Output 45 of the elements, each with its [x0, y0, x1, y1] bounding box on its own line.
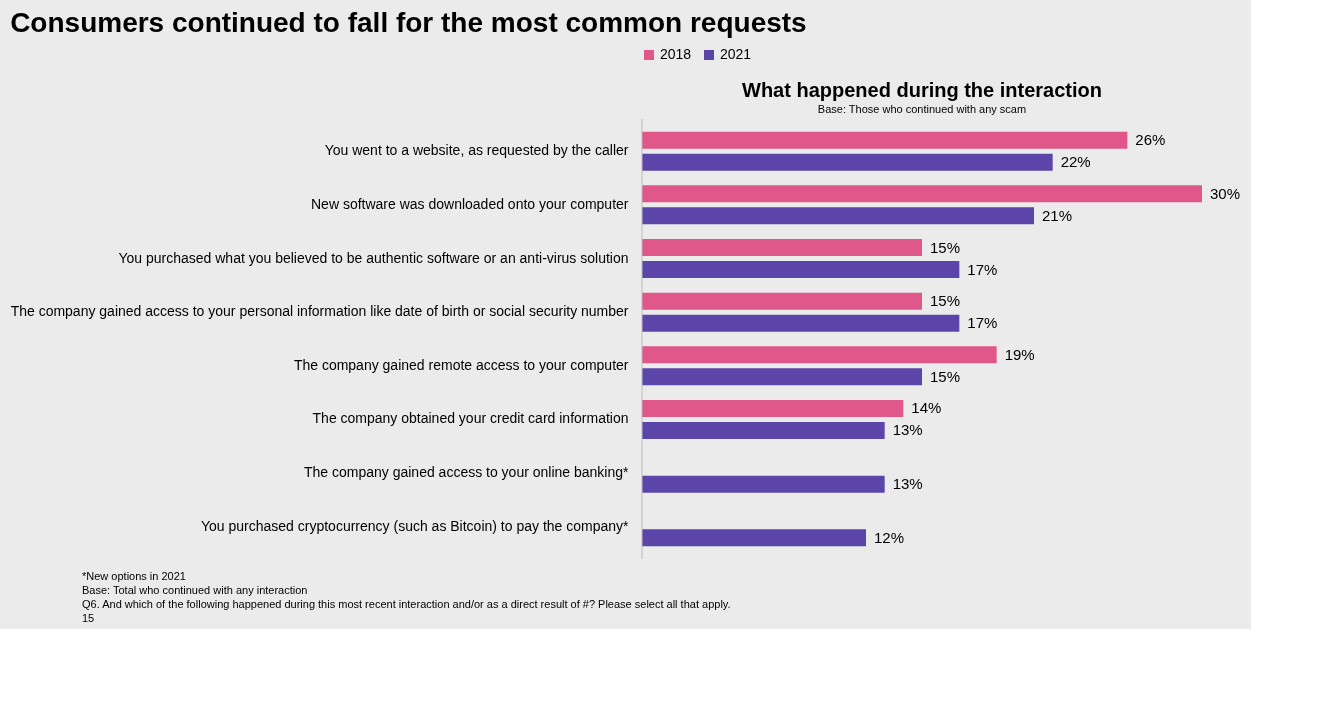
- data-label: 13%: [892, 475, 923, 493]
- data-label: 21%: [1042, 206, 1073, 224]
- text: Q6. And which of the following happened during this most recent interaction and/or as a direct result of #? Please select all that apply.: [82, 598, 731, 610]
- text: Consumers continued to fall for the most common requests: [10, 7, 807, 38]
- bar: [642, 153, 1053, 171]
- bar: [642, 346, 997, 364]
- data-label: 15%: [930, 292, 961, 310]
- bar: [642, 529, 866, 547]
- bar: [642, 207, 1034, 225]
- text: Base: Total who continued with any interaction: [82, 584, 308, 596]
- data-label: 22%: [1060, 153, 1091, 171]
- y-tick-label: You purchased what you believed to be authentic software or an anti-virus solution: [118, 249, 629, 266]
- data-label: 17%: [967, 314, 998, 332]
- text: 15: [82, 612, 95, 624]
- bar: [642, 368, 922, 386]
- bar: [642, 261, 960, 279]
- y-tick-label: New software was downloaded onto your computer: [310, 195, 629, 212]
- data-label: 15%: [930, 238, 961, 256]
- data-label: 26%: [1135, 131, 1166, 149]
- y-tick-label: You purchased cryptocurrency (such as Bitcoin) to pay the company*: [201, 517, 630, 534]
- chart-subtitle: What happened during the interaction: [742, 78, 1102, 101]
- data-label: 19%: [1004, 345, 1035, 363]
- text: *New options in 2021: [82, 570, 186, 582]
- data-label: 17%: [967, 260, 998, 278]
- data-label: 30%: [1210, 184, 1241, 202]
- text: Base: Those who continued with any scam: [817, 102, 1027, 115]
- data-label: 13%: [892, 421, 923, 439]
- bar: [642, 131, 1128, 149]
- bar: [642, 421, 885, 439]
- y-tick-label: The company gained remote access to your computer: [293, 356, 629, 373]
- bar: [642, 185, 1202, 203]
- bar: [642, 292, 922, 310]
- bar: [642, 314, 960, 332]
- y-tick-label: The company gained access to your personal information like date of birth or social security number: [10, 303, 629, 320]
- bar: [642, 399, 904, 417]
- bar: [642, 239, 922, 257]
- bar: [642, 475, 885, 493]
- data-label: 12%: [874, 528, 905, 546]
- legend-label: 2018: [660, 46, 692, 62]
- data-label: 14%: [911, 399, 942, 417]
- legend-label: 2021: [720, 46, 752, 62]
- y-tick-label: You went to a website, as requested by the caller: [324, 142, 629, 159]
- y-tick-label: The company gained access to your online banking*: [303, 464, 630, 481]
- data-label: 15%: [930, 367, 961, 385]
- y-tick-label: The company obtained your credit card information: [312, 410, 629, 427]
